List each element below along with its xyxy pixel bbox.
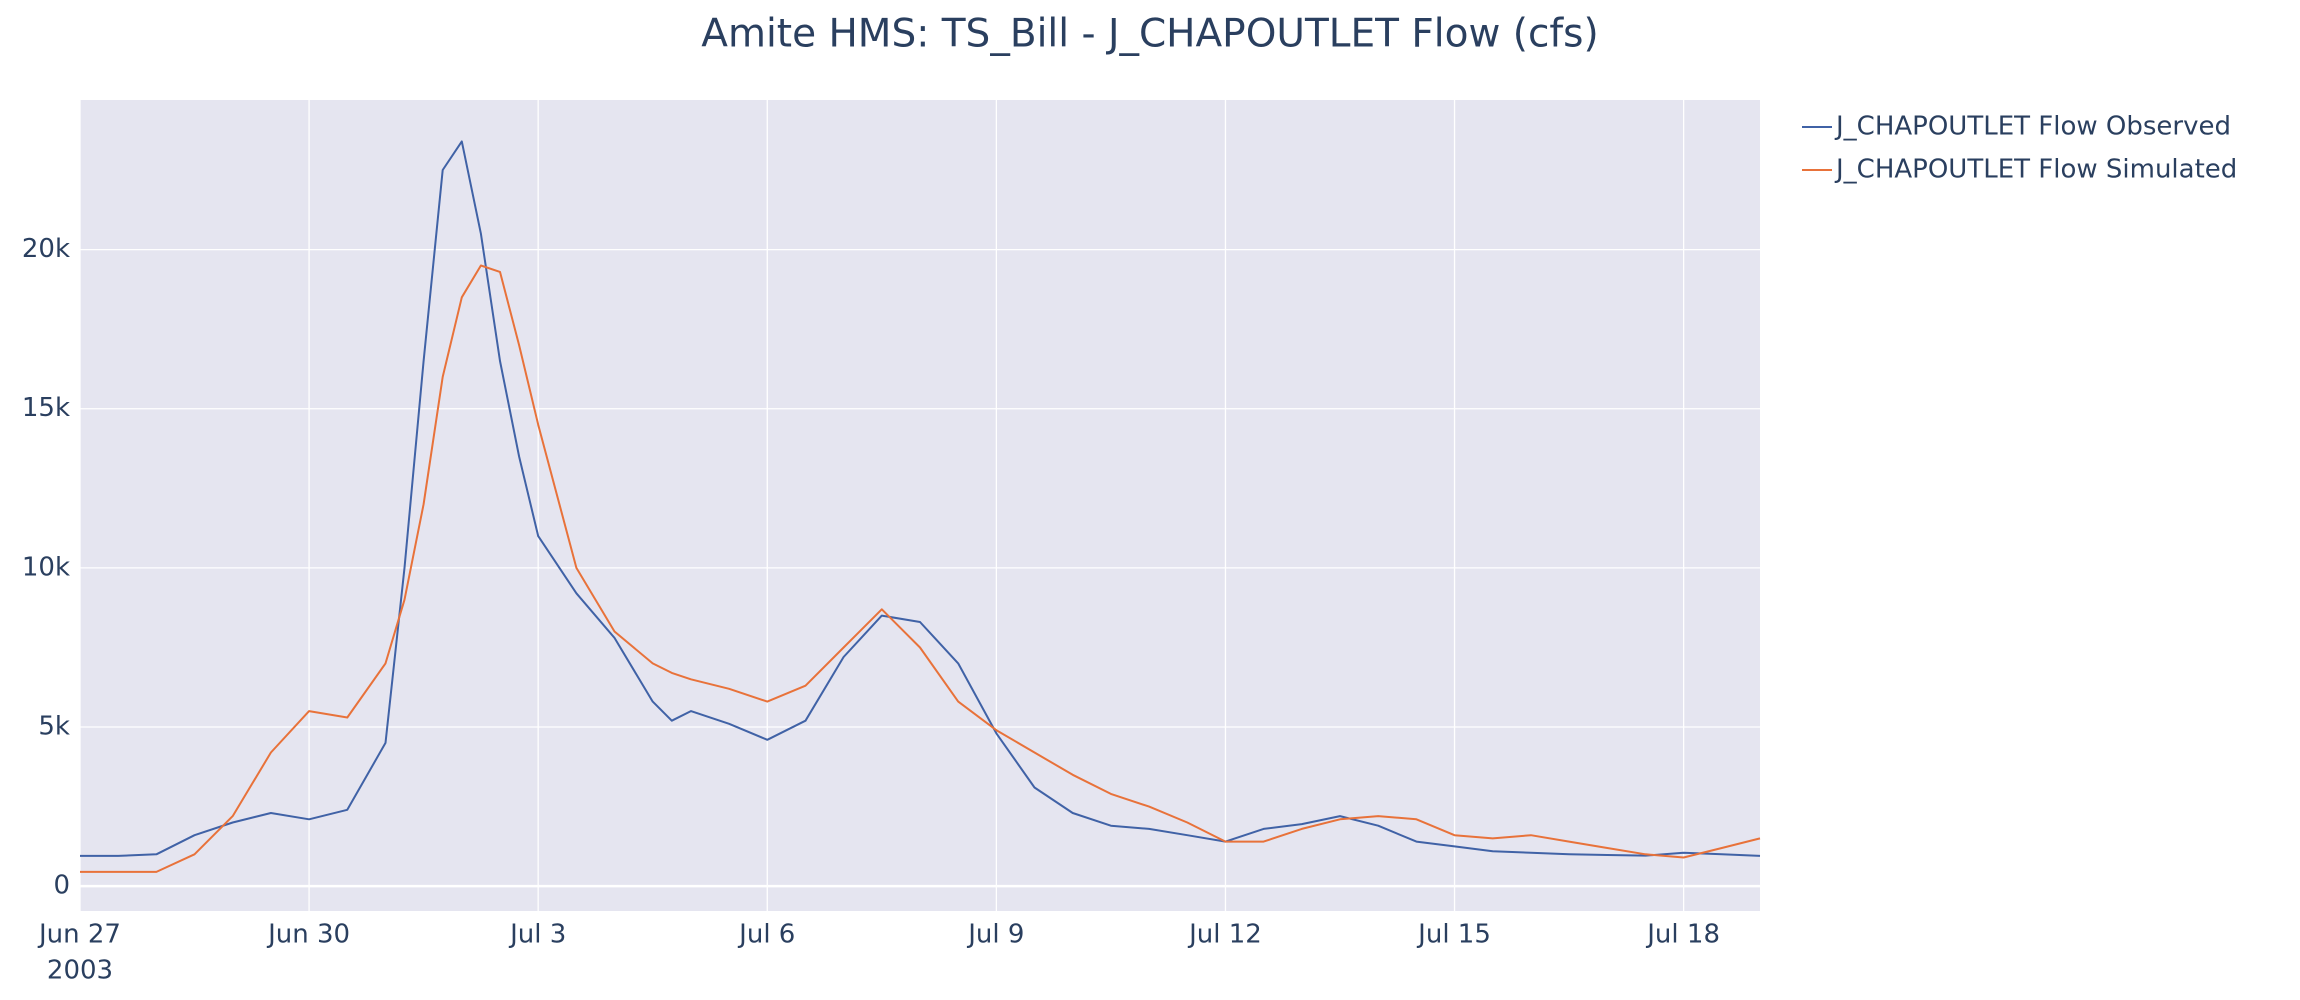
y-tick-label: 20k (22, 234, 70, 264)
x-tick-label: Jul 9 (966, 920, 1024, 950)
x-tick-label: Jul 6 (737, 920, 795, 950)
legend-label[interactable]: J_CHAPOUTLET Flow Simulated (1834, 155, 2237, 185)
x-year-label: 2003 (47, 956, 113, 986)
y-tick-label: 10k (22, 552, 70, 582)
data-line (80, 140, 1761, 857)
x-tick-label: Jul 3 (508, 920, 566, 950)
x-tick-label: Jun 27 (37, 920, 121, 950)
y-tick-label: 0 (53, 871, 70, 901)
y-tick-label: 5k (38, 712, 70, 742)
plot-area (80, 100, 1760, 911)
chart-title: Amite HMS: TS_Bill - J_CHAPOUTLET Flow (… (701, 12, 1598, 57)
y-tick-label: 15k (22, 393, 70, 423)
x-tick-label: Jul 15 (1416, 920, 1491, 950)
x-tick-label: Jul 18 (1645, 920, 1720, 950)
x-tick-label: Jul 12 (1187, 920, 1262, 950)
data-line (80, 264, 1761, 873)
legend-label[interactable]: J_CHAPOUTLET Flow Observed (1834, 112, 2231, 142)
x-tick-label: Jun 30 (266, 920, 350, 950)
